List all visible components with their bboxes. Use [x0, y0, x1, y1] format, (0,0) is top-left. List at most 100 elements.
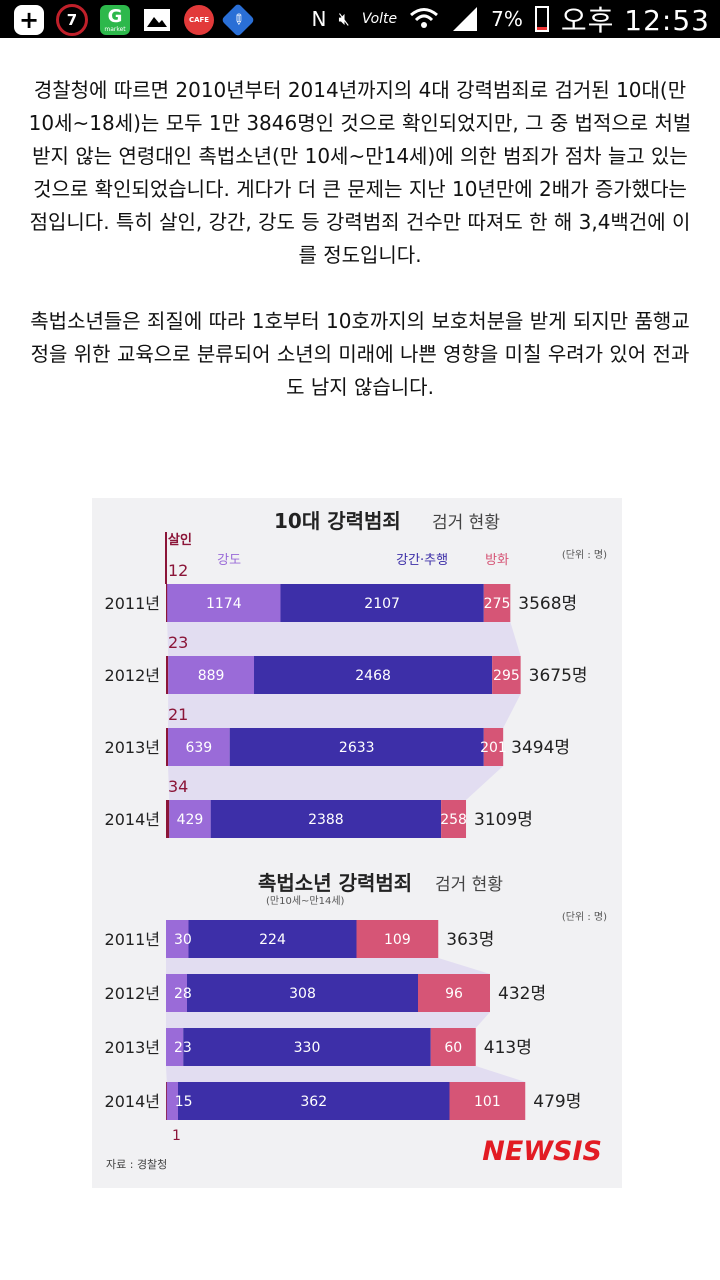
bar-value-label: 2468	[355, 668, 391, 684]
murder-value-label: 1	[172, 1128, 181, 1144]
murder-value-label: 34	[168, 777, 188, 796]
connector-band	[167, 622, 521, 656]
bar-segment-살인	[166, 584, 168, 622]
bar-value-label: 109	[384, 932, 411, 948]
bar-segment-방화	[492, 656, 521, 694]
newsis-logo: NEWSIS	[482, 1136, 602, 1167]
bar-segment-방화	[441, 800, 467, 838]
bar-segment-강도	[168, 656, 255, 694]
bar-segment-강도	[167, 584, 281, 622]
bar-segment-강도	[169, 800, 211, 838]
signal-icon	[453, 7, 478, 31]
murder-value-label: 21	[168, 705, 188, 724]
bar-segment-강도	[166, 1082, 178, 1120]
article-paragraph-1: 경찰청에 따르면 2010년부터 2014년까지의 4대 강력범죄로 검거된 1…	[28, 78, 692, 267]
battery-icon	[534, 6, 549, 32]
bar-value-label: 330	[294, 1040, 321, 1056]
clock: 오후 12:53	[560, 4, 710, 37]
row-total-label: 479명	[533, 1092, 581, 1112]
connector-band	[168, 766, 504, 800]
bar-segment-방화	[449, 1082, 526, 1120]
bar-segment-강간·추행	[188, 920, 357, 958]
year-label: 2011년	[105, 930, 160, 949]
bar-segment-강도	[166, 1028, 184, 1066]
row-total-label: 3494명	[511, 738, 570, 758]
bar-segment-강간·추행	[210, 800, 442, 838]
app-update-icon: ✎	[221, 3, 255, 37]
chart-title-1: 촉법소년 강력범죄	[258, 871, 412, 895]
battery-percent: 7%	[491, 7, 523, 31]
wifi-icon	[410, 8, 439, 28]
bar-segment-살인	[166, 800, 170, 838]
gmarket-icon: G market	[100, 5, 130, 35]
row-total-label: 3675명	[529, 666, 588, 686]
bar-value-label: 2633	[339, 740, 375, 756]
bar-segment-강간·추행	[229, 728, 484, 766]
volte-label: Volte	[361, 11, 398, 27]
legend-robbery: 강도	[217, 553, 241, 568]
bar-segment-강도	[166, 920, 189, 958]
bar-segment-방화	[418, 974, 490, 1012]
murder-value-label: 23	[168, 633, 188, 652]
gmarket-icon-letter: G	[107, 6, 123, 27]
bar-value-label: 2388	[308, 812, 344, 828]
bar-segment-강도	[168, 728, 230, 766]
bar-value-label: 23	[174, 1040, 192, 1056]
bar-segment-방화	[483, 584, 511, 622]
year-label: 2014년	[105, 810, 160, 829]
status-bar: + 7 G market CAFE ✎ N 🔇︎ Volte 7% 오후 12:…	[0, 0, 720, 38]
bar-value-label: 889	[198, 668, 225, 684]
bar-segment-강간·추행	[280, 584, 484, 622]
bar-value-label: 224	[259, 932, 286, 948]
bar-segment-강간·추행	[254, 656, 493, 694]
legend-murder: 살인	[168, 532, 192, 548]
bar-value-label: 429	[177, 812, 204, 828]
gallery-icon	[142, 7, 172, 33]
bar-value-label: 201	[480, 740, 507, 756]
year-label: 2012년	[105, 984, 160, 1003]
article-body: 경찰청에 따르면 2010년부터 2014년까지의 4대 강력범죄로 검거된 1…	[24, 74, 696, 437]
legend-rape: 강간·추행	[396, 552, 448, 568]
year-label: 2012년	[105, 666, 160, 685]
bar-segment-방화	[483, 728, 504, 766]
row-total-label: 3568명	[518, 594, 577, 614]
bar-segment-강간·추행	[178, 1082, 450, 1120]
bar-value-label: 308	[289, 986, 316, 1002]
row-total-label: 3109명	[474, 810, 533, 830]
bar-value-label: 28	[174, 986, 192, 1002]
row-total-label: 432명	[498, 984, 546, 1004]
bar-value-label: 639	[185, 740, 212, 756]
bar-value-label: 258	[440, 812, 467, 828]
add-icon: +	[14, 5, 44, 35]
crime-chart-figure: 10대 강력범죄 검거 현황 (단위 : 명) 2011년 1174 2107 275 12 3…	[92, 498, 622, 1188]
bar-value-label: 295	[493, 668, 520, 684]
article-paragraph-2: 촉법소년들은 죄질에 따라 1호부터 10호까지의 보호처분을 받게 되지만 품…	[30, 309, 690, 399]
bar-segment-살인	[166, 728, 169, 766]
chart-title-0: 10대 강력범죄	[274, 509, 401, 533]
murder-value-label: 12	[168, 561, 188, 580]
legend-arson: 방화	[485, 553, 509, 568]
mute-icon: 🔇︎	[338, 8, 350, 30]
year-label: 2011년	[105, 594, 160, 613]
chart-title-suffix-0: 검거 현황	[432, 513, 500, 533]
bar-value-label: 30	[174, 932, 192, 948]
cafe-icon: CAFE	[184, 5, 214, 35]
connector-band	[166, 958, 490, 974]
chart-unit-note-0: (단위 : 명)	[562, 548, 607, 561]
notification-count-icon: 7	[56, 4, 88, 36]
row-total-label: 413명	[484, 1038, 532, 1058]
connector-band	[166, 1012, 490, 1028]
bar-segment-강간·추행	[187, 974, 418, 1012]
gmarket-icon-caption: market	[104, 26, 126, 33]
year-label: 2013년	[105, 738, 160, 757]
bar-segment-강도	[166, 974, 187, 1012]
nfc-icon: N	[311, 7, 327, 31]
row-total-label: 363명	[446, 930, 494, 950]
chart-title-suffix-1: 검거 현황	[435, 875, 503, 895]
year-label: 2013년	[105, 1038, 160, 1057]
bar-value-label: 15	[175, 1094, 193, 1110]
bar-segment-강간·추행	[183, 1028, 431, 1066]
crime-chart-svg: 10대 강력범죄 검거 현황(단위 : 명)2011년 1174 2107 275123…	[105, 509, 608, 1171]
bar-value-label: 2107	[364, 596, 400, 612]
bar-value-label: 275	[484, 596, 511, 612]
